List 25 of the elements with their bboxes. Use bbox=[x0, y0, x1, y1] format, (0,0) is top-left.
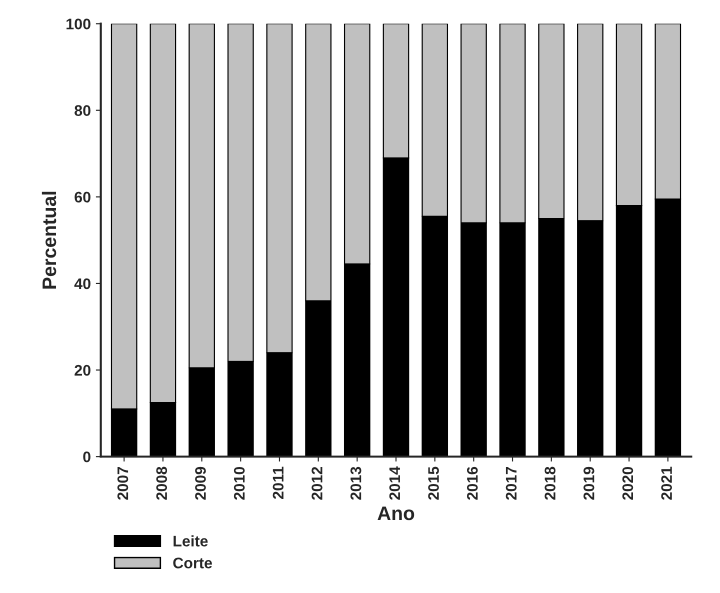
x-tick-label: 2012 bbox=[312, 466, 322, 500]
x-tick-label: 2021 bbox=[661, 466, 672, 500]
y-tick-label: 60 bbox=[74, 192, 90, 203]
x-tick-label: 2008 bbox=[156, 466, 168, 500]
x-tick-label: 2009 bbox=[195, 466, 206, 500]
x-tick-label: 2011 bbox=[272, 466, 284, 499]
x-tick-label: 2016 bbox=[466, 466, 478, 500]
x-tick-label: 2013 bbox=[350, 466, 362, 500]
y-tick-label: 20 bbox=[74, 364, 90, 376]
y-axis-title: Percentual bbox=[42, 192, 56, 289]
x-tick-label: 2019 bbox=[583, 466, 594, 500]
legend-label: Corte bbox=[173, 558, 212, 568]
x-axis-title: Ano bbox=[378, 506, 414, 520]
x-tick-label: 2010 bbox=[234, 466, 245, 500]
x-tick-label: 2020 bbox=[622, 466, 634, 500]
y-tick-label: 0 bbox=[83, 451, 90, 462]
x-tick-label: 2018 bbox=[544, 466, 556, 500]
x-tick-label: 2017 bbox=[506, 467, 517, 500]
x-tick-label: 2014 bbox=[389, 466, 400, 500]
legend-label: Leite bbox=[174, 535, 208, 547]
x-tick-label: 2007 bbox=[117, 467, 128, 500]
x-tick-label: 2015 bbox=[428, 466, 439, 500]
y-tick-label: 40 bbox=[74, 278, 90, 290]
y-tick-label: 100 bbox=[66, 18, 90, 30]
y-tick-label: 80 bbox=[74, 105, 90, 116]
